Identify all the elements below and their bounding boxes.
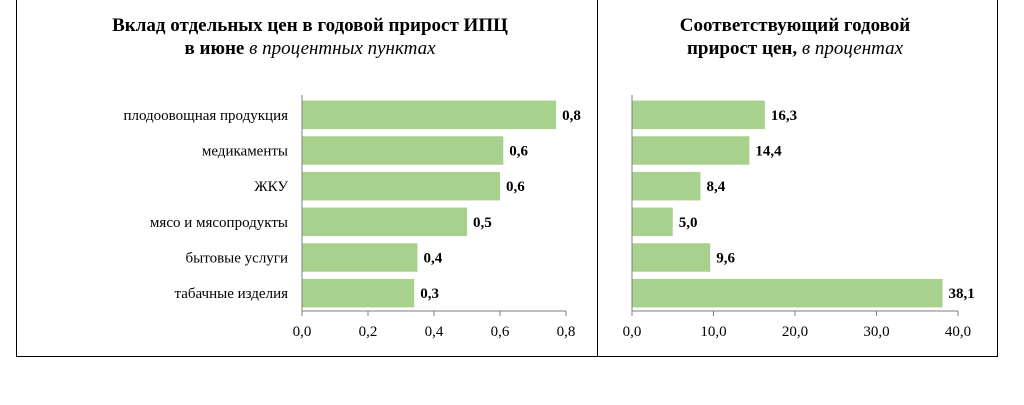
left-value-label: 0,4: [424, 251, 443, 267]
right-bar: [632, 207, 673, 237]
right-x-tick-label: 10,0: [700, 324, 726, 340]
category-label: табачные изделия: [174, 286, 288, 302]
right-value-label: 9,6: [716, 251, 735, 267]
right-x-tick-label: 30,0: [863, 324, 889, 340]
left-bar: [302, 207, 467, 237]
left-bar: [302, 171, 500, 201]
left-bar: [302, 136, 504, 165]
left-chart-title: Вклад отдельных цен в годовой прирост ИП…: [30, 14, 590, 60]
right-value-label: 8,4: [706, 179, 725, 195]
left-title-unit: в процентных пунктах: [249, 38, 436, 59]
right-bar: [632, 243, 711, 272]
left-bar: [302, 243, 418, 272]
right-x-tick-label: 20,0: [782, 324, 808, 340]
right-x-tick-label: 0,0: [623, 324, 642, 340]
right-title-unit: в процентах: [801, 38, 904, 59]
left-title-line2: в июне: [184, 38, 245, 59]
left-x-tick-label: 0,0: [293, 324, 312, 340]
category-label: плодоовощная продукция: [123, 108, 288, 124]
left-value-label: 0,6: [506, 179, 525, 195]
right-bar: [632, 171, 701, 201]
category-label: медикаменты: [202, 144, 288, 160]
left-bar: [302, 278, 415, 308]
left-bar: [302, 100, 557, 130]
category-label: мясо и мясопродукты: [150, 215, 288, 231]
left-x-tick-label: 0,2: [359, 324, 378, 340]
left-x-tick-label: 0,6: [491, 324, 510, 340]
category-label: ЖКУ: [254, 179, 288, 195]
left-value-label: 0,3: [420, 286, 439, 302]
right-bar: [632, 278, 943, 308]
right-value-label: 14,4: [755, 144, 782, 160]
right-value-label: 16,3: [771, 108, 797, 124]
right-panel-frame: [597, 0, 998, 357]
right-x-tick-label: 40,0: [945, 324, 971, 340]
left-x-tick-label: 0,8: [557, 324, 576, 340]
left-value-label: 0,5: [473, 215, 492, 231]
right-value-label: 38,1: [949, 286, 975, 302]
right-chart-title: Соответствующий годовой прирост цен, в п…: [600, 14, 990, 60]
right-value-label: 5,0: [679, 215, 698, 231]
left-title-main: Вклад отдельных цен в годовой прирост ИП…: [112, 15, 508, 36]
right-bar: [632, 100, 765, 130]
left-value-label: 0,8: [562, 108, 581, 124]
left-value-label: 0,6: [509, 144, 528, 160]
left-panel-frame: [16, 0, 598, 357]
right-title-main: Соответствующий годовой: [679, 15, 911, 36]
right-title-line2: прирост цен,: [686, 38, 798, 59]
category-label: бытовые услуги: [186, 251, 288, 267]
right-bar: [632, 136, 750, 165]
left-x-tick-label: 0,4: [425, 324, 444, 340]
